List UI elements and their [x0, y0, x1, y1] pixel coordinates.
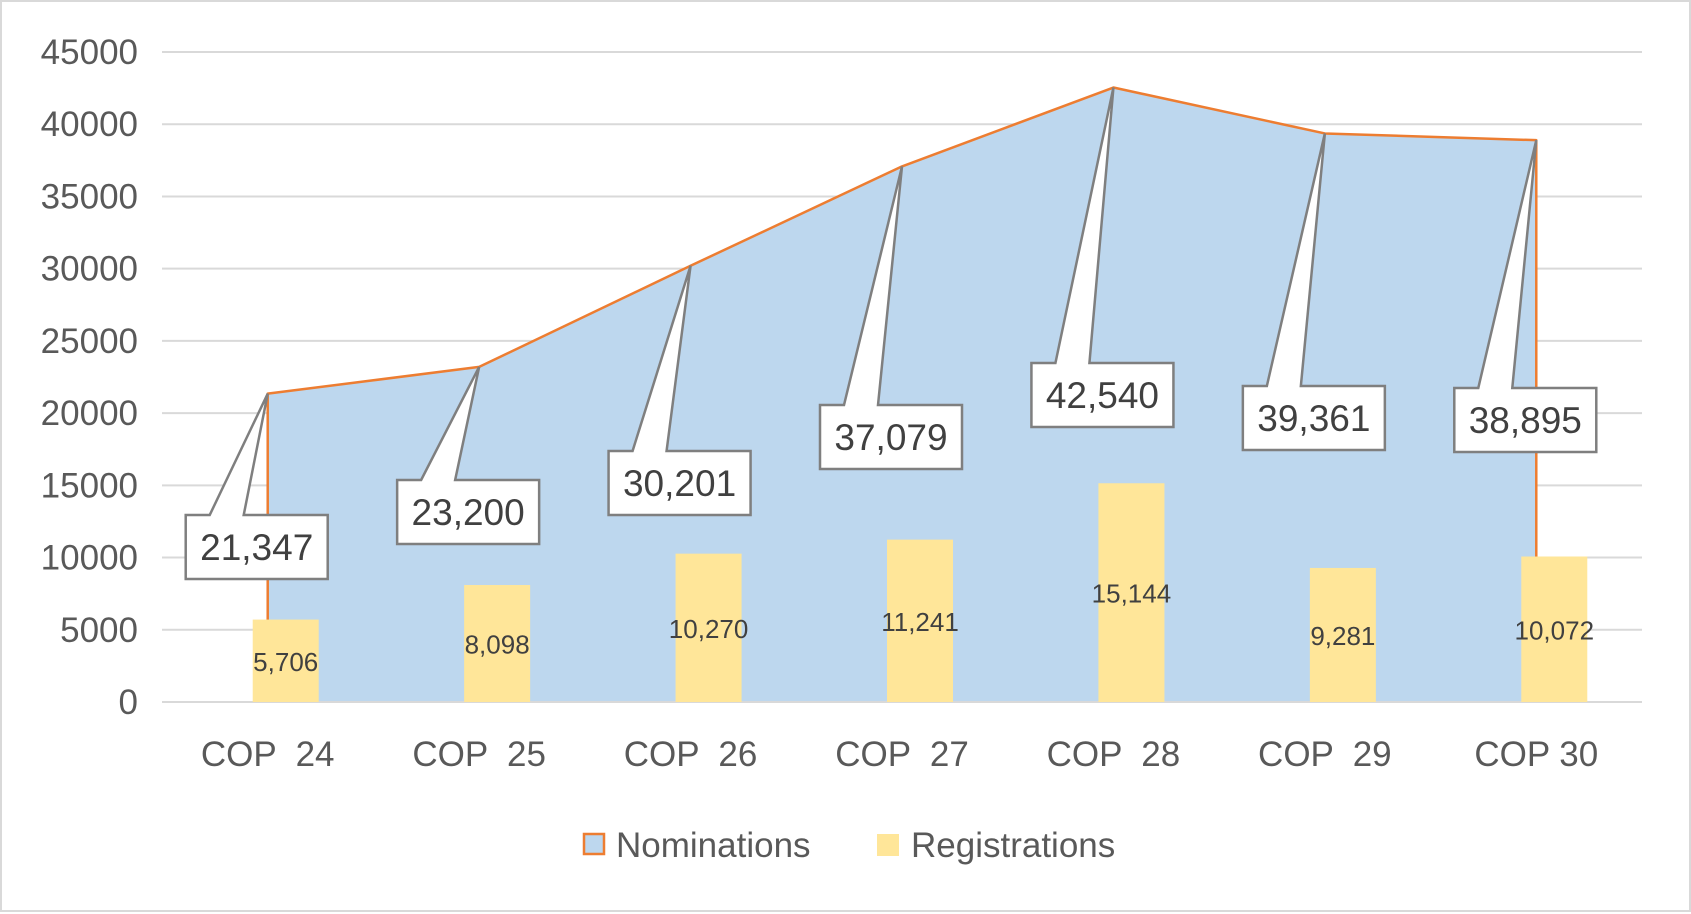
nomination-data-label: 42,540 — [1046, 375, 1159, 416]
nomination-callout-box — [1030, 87, 1175, 429]
x-category-label: COP 25 — [412, 735, 546, 774]
y-tick-label: 20000 — [41, 394, 138, 433]
registration-bar — [887, 539, 953, 702]
y-axis-ticks: 0 5000 10000 15000 20000 25000 30000 35000 40000… — [41, 33, 138, 722]
x-category-label: COP 29 — [1258, 735, 1392, 774]
registrations-bars: 5,706 8,098 10,270 11,241 15,144 9,281 10,072 — [252, 483, 1595, 702]
nomination-callout-box — [1453, 139, 1598, 454]
legend-swatch-registrations — [877, 834, 899, 856]
nomination-callout-box — [1241, 133, 1387, 452]
x-category-label: COP 30 — [1474, 735, 1598, 774]
registration-bar — [252, 619, 319, 702]
y-tick-label: 45000 — [41, 33, 138, 72]
y-tick-label: 5000 — [60, 611, 138, 650]
x-category-label: COP 28 — [1047, 735, 1181, 774]
x-axis-categories: COP 24 COP 25 COP 26 COP 27 COP 28 COP 29 COP … — [201, 735, 1598, 774]
x-category-label: COP 27 — [835, 735, 969, 774]
registration-bar — [1521, 556, 1588, 702]
nomination-callout-box — [818, 166, 964, 471]
registration-bar — [464, 585, 531, 702]
nomination-data-label: 21,347 — [200, 527, 313, 568]
x-category-label: COP 24 — [201, 735, 335, 774]
legend: Nominations Registrations — [582, 826, 1115, 865]
y-tick-label: 0 — [119, 683, 138, 722]
nomination-callout-box — [395, 366, 541, 546]
y-tick-label: 25000 — [41, 322, 138, 361]
legend-swatch-nominations — [582, 832, 606, 856]
nomination-data-label: 38,895 — [1469, 400, 1582, 441]
registration-bar — [1098, 483, 1165, 702]
nomination-data-label: 39,361 — [1257, 398, 1370, 439]
y-tick-label: 35000 — [41, 177, 138, 216]
registration-bar — [1309, 567, 1376, 702]
y-tick-label: 30000 — [41, 250, 138, 289]
nomination-data-label: 37,079 — [834, 417, 947, 458]
legend-label-registrations: Registrations — [911, 826, 1115, 865]
registration-data-label: 8,098 — [465, 630, 530, 660]
nomination-callout-box — [184, 393, 329, 581]
registration-data-label: 10,270 — [669, 614, 749, 644]
y-tick-label: 15000 — [41, 466, 138, 505]
y-tick-label: 40000 — [41, 105, 138, 144]
registration-data-label: 15,144 — [1092, 579, 1172, 609]
nominations-area — [267, 87, 1537, 703]
x-category-label: COP 26 — [624, 735, 758, 774]
registration-data-label: 9,281 — [1310, 621, 1375, 651]
nomination-data-label: 30,201 — [623, 463, 736, 504]
registration-data-label: 5,706 — [253, 647, 318, 677]
nomination-callout-box — [607, 265, 752, 517]
registration-data-label: 11,241 — [881, 607, 959, 637]
registration-bar — [675, 553, 742, 702]
nomination-data-label: 23,200 — [412, 492, 525, 533]
nomination-callouts: 21,347 23,200 30,201 37,079 42,540 39,361 38,8… — [184, 87, 1598, 581]
y-tick-label: 10000 — [41, 539, 138, 578]
registration-data-label: 10,072 — [1515, 615, 1595, 645]
legend-label-nominations: Nominations — [616, 826, 811, 865]
